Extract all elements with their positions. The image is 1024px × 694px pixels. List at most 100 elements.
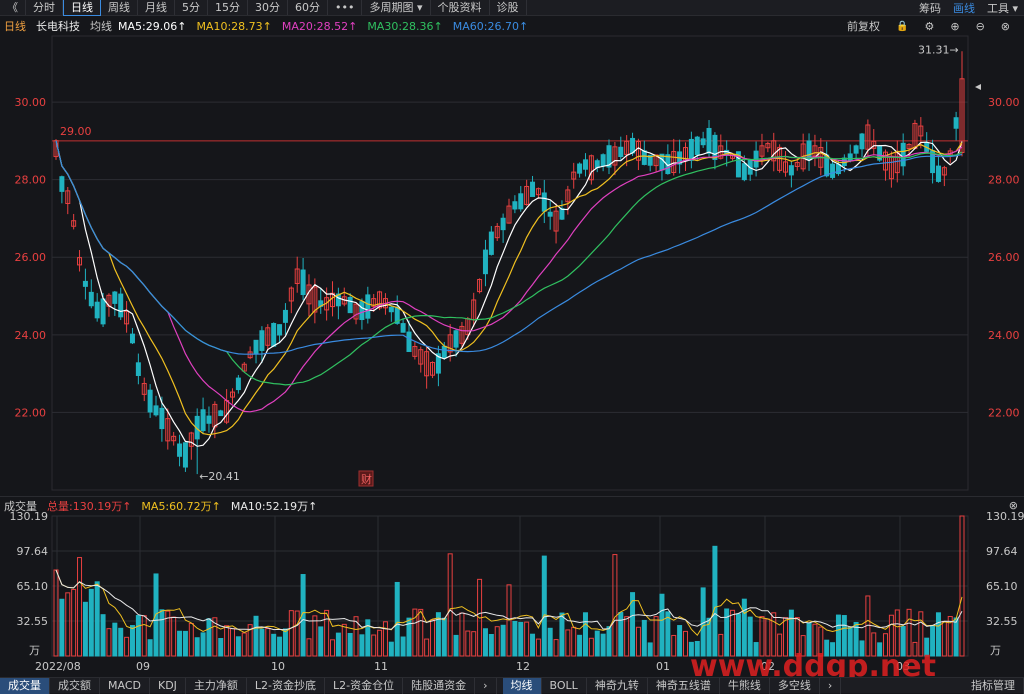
indicator-tabs: 成交量 成交额 MACD KDJ 主力净额 L2-资金抄底 L2-资金仓位 陆股… bbox=[0, 677, 1024, 693]
candle-body bbox=[442, 346, 446, 357]
volume-bar bbox=[460, 613, 464, 656]
chevron-right-icon[interactable]: › bbox=[475, 678, 496, 694]
volume-bar bbox=[319, 627, 323, 656]
volume-bar bbox=[83, 602, 87, 656]
volume-bar bbox=[683, 631, 687, 656]
candle-body bbox=[854, 146, 858, 153]
tab-volume[interactable]: 成交量 bbox=[0, 678, 50, 694]
volume-bar bbox=[536, 639, 540, 656]
tab-five-lines[interactable]: 神奇五线谱 bbox=[648, 678, 720, 694]
candle-body bbox=[631, 138, 635, 152]
candle-body bbox=[707, 128, 711, 153]
candle-body bbox=[389, 307, 393, 311]
volume-bar bbox=[360, 635, 364, 656]
volume-bar bbox=[454, 635, 458, 656]
ma30-line bbox=[56, 141, 962, 385]
ma10-line bbox=[56, 141, 962, 435]
candle-body bbox=[219, 411, 223, 416]
volume-bar bbox=[125, 637, 129, 656]
volume-bar bbox=[89, 589, 93, 656]
volume-bar bbox=[442, 618, 446, 656]
high-price-label: 31.31→ bbox=[918, 43, 959, 56]
tab-l2-bottom[interactable]: L2-资金抄底 bbox=[247, 678, 325, 694]
price-tick-right: 24.00 bbox=[988, 329, 1020, 342]
tab-boll[interactable]: BOLL bbox=[542, 678, 587, 694]
volume-bar bbox=[431, 620, 435, 656]
candle-body bbox=[113, 292, 117, 303]
candle-body bbox=[83, 281, 87, 286]
volume-bar bbox=[672, 635, 676, 656]
tab-ma[interactable]: 均线 bbox=[503, 678, 542, 694]
candle-body bbox=[278, 325, 282, 335]
candle-body bbox=[954, 118, 958, 129]
candle-body bbox=[831, 164, 835, 177]
volume-bar bbox=[483, 629, 487, 656]
volume-bar bbox=[648, 643, 652, 656]
tab-bull-bear[interactable]: 牛熊线 bbox=[720, 678, 770, 694]
candle-body bbox=[136, 363, 140, 376]
volume-bar bbox=[601, 634, 605, 656]
volume-bar bbox=[66, 593, 70, 656]
tab-macd[interactable]: MACD bbox=[100, 678, 150, 694]
volume-bar bbox=[372, 635, 376, 656]
volume-bar bbox=[342, 624, 346, 656]
candle-body bbox=[619, 147, 623, 156]
volume-bar bbox=[295, 611, 299, 656]
volume-bar bbox=[678, 626, 682, 656]
candle-body bbox=[578, 164, 582, 173]
volume-bar bbox=[395, 582, 399, 656]
candle-body bbox=[489, 232, 493, 254]
tab-l2-position[interactable]: L2-资金仓位 bbox=[325, 678, 403, 694]
price-tick-right: 30.00 bbox=[988, 96, 1020, 109]
candle-body bbox=[519, 194, 523, 209]
date-tick: 09 bbox=[136, 660, 150, 673]
tab-main-net[interactable]: 主力净额 bbox=[186, 678, 247, 694]
tab-td9[interactable]: 神奇九转 bbox=[587, 678, 648, 694]
low-price-label: ←20.41 bbox=[199, 470, 240, 483]
candle-body bbox=[89, 292, 93, 305]
volume-bar bbox=[531, 634, 535, 656]
volume-bar bbox=[78, 558, 82, 656]
volume-bar bbox=[489, 635, 493, 656]
volume-bar bbox=[348, 633, 352, 656]
volume-tick-left: 65.10 bbox=[17, 580, 49, 593]
tab-northbound[interactable]: 陆股通资金 bbox=[403, 678, 475, 694]
volume-bar bbox=[130, 626, 134, 656]
volume-bar bbox=[230, 629, 234, 656]
volume-bar bbox=[278, 637, 282, 656]
tab-turnover[interactable]: 成交额 bbox=[50, 678, 100, 694]
volume-bar bbox=[607, 627, 611, 656]
candle-body bbox=[548, 212, 552, 216]
volume-bar bbox=[178, 631, 182, 656]
candle-body bbox=[119, 294, 123, 317]
watermark: www.ddgp.net bbox=[690, 649, 936, 677]
candle-body bbox=[154, 406, 158, 415]
volume-bar bbox=[619, 613, 623, 656]
price-tick-right: 28.00 bbox=[988, 174, 1020, 187]
volume-bar bbox=[642, 620, 646, 656]
volume-bar bbox=[636, 627, 640, 656]
volume-bar bbox=[742, 599, 746, 656]
candle-body bbox=[254, 340, 258, 353]
chevron-right-icon[interactable]: › bbox=[820, 678, 841, 694]
volume-bar bbox=[148, 640, 152, 656]
indicator-manage[interactable]: 指标管理 bbox=[963, 678, 1024, 694]
candle-body bbox=[183, 443, 187, 467]
volume-bar bbox=[189, 623, 193, 656]
candle-body bbox=[595, 161, 599, 168]
tab-long-short[interactable]: 多空线 bbox=[770, 678, 820, 694]
date-tick: 10 bbox=[271, 660, 285, 673]
volume-bar bbox=[383, 622, 387, 656]
volume-bar bbox=[513, 621, 517, 656]
price-tick-left: 24.00 bbox=[15, 329, 47, 342]
candle-body bbox=[160, 408, 164, 428]
volume-bar bbox=[95, 582, 99, 656]
candle-body bbox=[483, 250, 487, 274]
tab-kdj[interactable]: KDJ bbox=[150, 678, 186, 694]
volume-bar bbox=[272, 634, 276, 656]
volume-bar bbox=[101, 615, 105, 656]
candle-body bbox=[207, 416, 211, 423]
volume-tick-left: 97.64 bbox=[17, 545, 49, 558]
volume-bar bbox=[183, 631, 187, 656]
